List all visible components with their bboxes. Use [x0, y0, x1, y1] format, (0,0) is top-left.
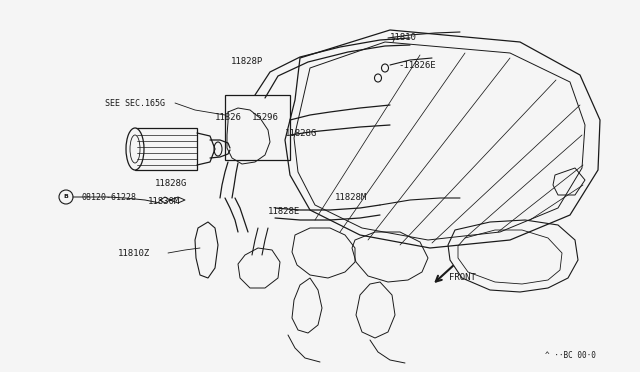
Text: 11810: 11810: [390, 33, 417, 42]
Bar: [135, 128, 197, 170]
Text: ^ ··BC 00·0: ^ ··BC 00·0: [545, 350, 596, 359]
Text: 11830M: 11830M: [148, 198, 180, 206]
Text: -11826E: -11826E: [398, 61, 436, 70]
Text: 11826: 11826: [215, 113, 242, 122]
Text: B: B: [63, 195, 68, 199]
Text: 11828G: 11828G: [285, 128, 317, 138]
Text: 11828M: 11828M: [335, 193, 367, 202]
Text: 08120-61228: 08120-61228: [82, 192, 137, 202]
Text: 15296: 15296: [252, 113, 279, 122]
Text: 11828E: 11828E: [268, 206, 300, 215]
Text: 11810Z: 11810Z: [118, 248, 150, 257]
Text: SEE SEC.165G: SEE SEC.165G: [105, 99, 165, 108]
Text: FRONT: FRONT: [449, 273, 476, 282]
Text: 11828P: 11828P: [231, 58, 263, 67]
Ellipse shape: [126, 128, 144, 170]
Text: 11828G: 11828G: [155, 179, 188, 187]
